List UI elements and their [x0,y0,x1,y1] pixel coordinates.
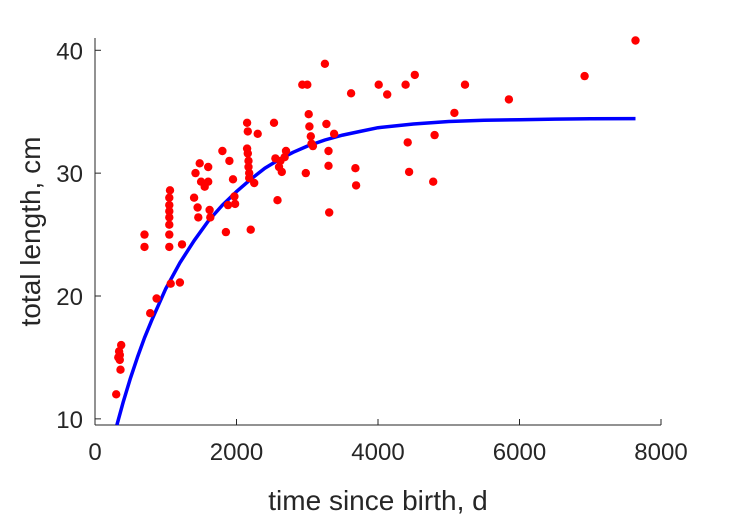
data-point [218,146,227,156]
data-point [223,200,233,210]
data-point [281,146,291,156]
y-tick-label: 20 [56,284,83,311]
data-point [242,118,252,128]
data-point [322,119,331,129]
data-point [146,309,155,318]
data-point [430,130,439,140]
data-point [351,181,361,190]
data-point [206,213,215,222]
data-point [374,80,383,89]
data-point [244,162,253,172]
data-point [165,220,174,229]
y-axis-label: total length, cm [15,137,46,327]
data-point [404,167,414,177]
data-point [504,95,514,104]
y-ticks: 10 20 30 40 [56,38,101,434]
data-point [230,199,240,209]
data-point [403,138,412,147]
data-point [191,168,200,178]
data-point [305,122,314,131]
data-point [205,205,214,215]
data-point [243,127,252,136]
data-point [450,108,459,118]
data-point [195,159,204,168]
data-point [165,186,175,195]
data-point [204,162,213,172]
data-point [189,193,199,202]
data-point [221,227,231,237]
data-point [329,129,339,138]
data-point [346,89,356,98]
data-point [351,164,360,173]
x-tick-label: 4000 [351,439,404,466]
x-tick-label: 2000 [210,439,263,466]
data-point [165,242,174,252]
data-point [165,230,174,239]
data-point [410,70,419,80]
data-point [244,156,253,166]
fit-curve-layer [115,116,636,426]
data-point [116,365,125,374]
y-tick-label: 40 [56,38,83,65]
data-point [117,340,126,350]
data-point [304,110,313,119]
x-tick-label: 0 [88,439,101,466]
data-point [204,177,213,186]
fit-curve [115,116,636,426]
data-point [269,118,279,128]
data-point [580,71,589,81]
data-point [324,161,333,170]
data-point [246,225,255,234]
data-point [194,213,203,222]
data-point [166,279,175,288]
data-point [175,278,185,287]
data-point [383,90,392,99]
data-point [230,192,239,201]
data-point [320,59,330,68]
data-point [193,203,202,212]
data-point [250,178,259,188]
data-point [324,146,333,156]
data-point [228,175,238,184]
data-point [140,242,149,252]
x-tick-label: 6000 [493,439,546,466]
x-ticks: 0 2000 4000 6000 8000 [88,419,688,466]
data-point [243,149,252,158]
data-point [152,294,161,303]
plot-area: 0 2000 4000 6000 8000 10 20 30 40 [56,36,688,466]
data-point [429,177,438,186]
data-point [325,208,334,217]
data-point [140,230,149,239]
data-point [460,80,470,89]
data-point [165,200,174,210]
y-tick-label: 30 [56,161,83,188]
data-point [303,80,312,89]
x-tick-label: 8000 [634,439,687,466]
data-point [165,207,174,216]
y-tick-label: 10 [56,407,83,434]
data-points-layer [112,36,640,399]
data-point [115,355,125,365]
data-point [225,156,234,166]
data-point [112,390,121,399]
data-point [308,141,318,151]
data-point [165,193,174,202]
x-axis-label: time since birth, d [268,485,487,516]
data-point [177,240,187,249]
data-point [277,167,286,177]
data-point [631,36,640,45]
data-point [253,129,262,138]
data-point [273,196,282,205]
data-point [401,80,410,89]
data-point [165,213,174,222]
data-point [306,132,315,141]
data-point [301,168,310,178]
